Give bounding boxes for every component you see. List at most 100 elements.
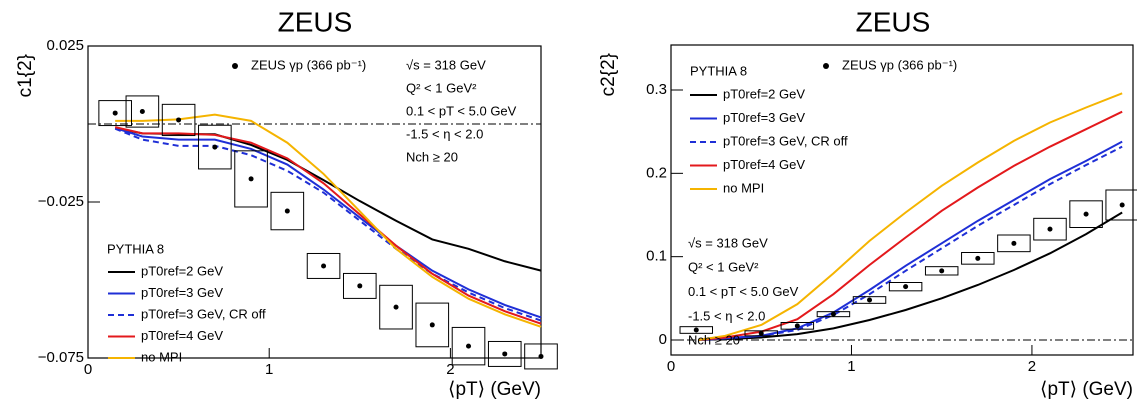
data-point xyxy=(794,323,800,329)
systematic-box xyxy=(415,302,450,348)
model-curve xyxy=(114,126,542,325)
data-point xyxy=(139,109,145,115)
y-tick-label: −0.025 xyxy=(38,193,84,210)
legend-label: pT0ref=2 GeV xyxy=(723,86,805,101)
data-point xyxy=(867,297,873,303)
annotation: Q² < 1 GeV² xyxy=(688,260,759,275)
annotation: √s = 318 GeV xyxy=(406,57,486,72)
legend-label: pT0ref=3 GeV, CR off xyxy=(141,306,266,321)
legend-marker xyxy=(823,63,829,69)
systematic-box xyxy=(451,326,486,366)
systematic-box xyxy=(961,252,995,265)
annotation: Nch ≥ 20 xyxy=(406,149,458,164)
data-point xyxy=(466,343,472,349)
model-curve xyxy=(114,127,542,272)
model-curve xyxy=(114,127,542,319)
systematic-box xyxy=(997,234,1031,253)
data-point xyxy=(975,255,981,261)
systematic-box xyxy=(852,296,887,304)
data-point xyxy=(284,208,290,214)
systematic-box xyxy=(924,266,959,276)
systematic-box xyxy=(780,322,815,330)
x-axis-label: ⟨pT⟩ (GeV) xyxy=(448,379,541,400)
systematic-box xyxy=(1033,217,1067,241)
data-point xyxy=(903,284,909,290)
legend-label: pT0ref=4 GeV xyxy=(723,157,805,172)
x-tick-label: 1 xyxy=(847,358,855,375)
annotation: 0.1 < pT < 5.0 GeV xyxy=(688,284,799,299)
data-point xyxy=(538,353,544,359)
systematic-box xyxy=(234,150,268,208)
y-axis-label: c1{2} xyxy=(15,54,36,97)
legend-label: pT0ref=3 GeV xyxy=(141,285,223,300)
x-tick-label: 0 xyxy=(667,358,675,375)
data-point xyxy=(1011,240,1017,246)
x-tick-label: 1 xyxy=(265,361,273,378)
annotation: √s = 318 GeV xyxy=(688,235,768,250)
legend-marker xyxy=(232,63,238,69)
data-point xyxy=(939,268,945,274)
data-point xyxy=(212,144,218,150)
data-point xyxy=(502,351,508,357)
legend-label: pT0ref=2 GeV xyxy=(141,263,223,278)
systematic-box xyxy=(306,252,341,279)
y-tick-label: 0.025 xyxy=(46,37,84,54)
y-tick-label: −0.075 xyxy=(38,349,84,366)
systematic-box xyxy=(487,340,522,367)
y-tick-label: 0.3 xyxy=(646,81,667,98)
data-point xyxy=(1119,202,1125,208)
legend-label: pT0ref=3 GeV, CR off xyxy=(723,133,848,148)
data-point xyxy=(112,110,118,116)
legend-label: pT0ref=4 GeV xyxy=(141,328,223,343)
data-point xyxy=(830,311,836,317)
x-tick-label: 0 xyxy=(84,361,92,378)
chart-title: ZEUS xyxy=(278,6,353,37)
data-point xyxy=(429,322,435,328)
data-point xyxy=(357,283,363,289)
systematic-box xyxy=(1105,189,1137,221)
plot-frame xyxy=(670,44,1134,356)
systematic-box xyxy=(270,191,305,231)
legend-label: no MPI xyxy=(141,349,182,364)
chart-title: ZEUS xyxy=(856,6,931,37)
systematic-box xyxy=(379,284,413,330)
legend-label: ZEUS γp (366 pb⁻¹) xyxy=(251,57,366,72)
systematic-box xyxy=(679,326,714,334)
systematic-box xyxy=(342,272,377,299)
data-point xyxy=(321,263,327,269)
legend-label: no MPI xyxy=(723,180,764,195)
x-axis-label: ⟨pT⟩ (GeV) xyxy=(1040,379,1133,400)
data-point xyxy=(1083,211,1089,217)
model-curve xyxy=(114,127,542,322)
data-point xyxy=(693,327,699,333)
annotation: -1.5 < η < 2.0 xyxy=(688,308,765,323)
y-tick-label: 0 xyxy=(659,331,667,348)
annotation: 0.1 < pT < 5.0 GeV xyxy=(406,103,517,118)
panel: ZEUS c1{2} ⟨pT⟩ (GeV) 0 1 2 0.025 −0.025 −0.075 p… xyxy=(15,6,558,400)
systematic-box xyxy=(198,124,232,170)
annotation: Nch ≥ 20 xyxy=(688,333,740,348)
annotation: -1.5 < η < 2.0 xyxy=(406,126,483,141)
y-axis-label: c2{2} xyxy=(598,53,619,96)
legend-label: pT0ref=3 GeV xyxy=(723,110,805,125)
systematic-box xyxy=(161,103,196,137)
legend-label: ZEUS γp (366 pb⁻¹) xyxy=(842,57,957,72)
data-point xyxy=(248,176,254,182)
data-point xyxy=(176,117,182,123)
x-tick-label: 2 xyxy=(446,361,454,378)
annotation: Q² < 1 GeV² xyxy=(406,80,477,95)
model-curve xyxy=(698,211,1123,341)
y-tick-label: 0.2 xyxy=(646,164,667,181)
x-tick-label: 2 xyxy=(1028,358,1036,375)
model-curve xyxy=(697,92,1123,341)
panel: ZEUS c2{2} ⟨pT⟩ (GeV) 0 1 2 0 0.1 0.2 0.3 pT0ref=2… xyxy=(598,6,1137,400)
systematic-box xyxy=(888,282,923,292)
systematic-box xyxy=(125,95,160,128)
data-point xyxy=(1047,226,1053,232)
legend-title: PYTHIA 8 xyxy=(690,63,747,78)
systematic-box xyxy=(1069,200,1103,228)
data-point xyxy=(758,330,764,336)
y-tick-label: 0.1 xyxy=(646,248,667,265)
systematic-box xyxy=(98,100,132,127)
